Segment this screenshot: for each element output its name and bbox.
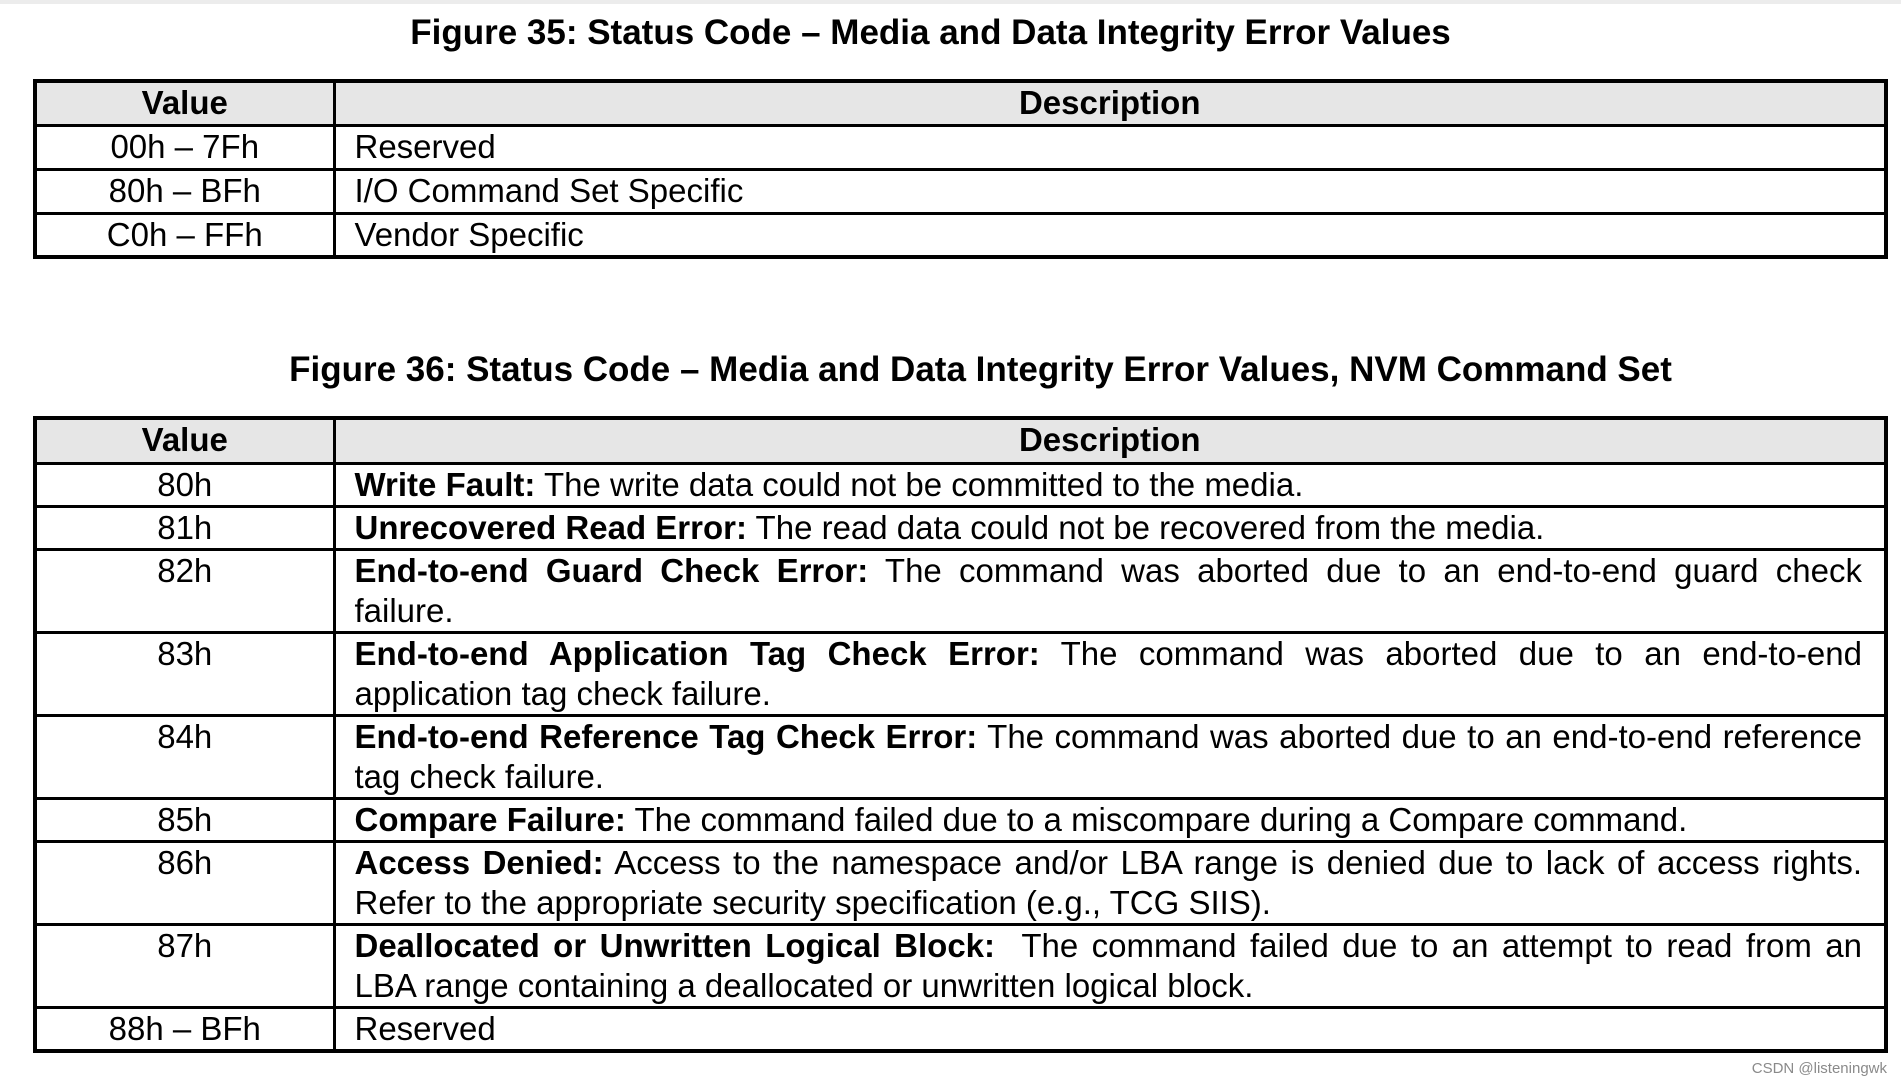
description-cell: End-to-end Guard Check Error: The comman… — [332, 547, 1888, 634]
status-name: End-to-end Application Tag Check Error: — [354, 634, 1040, 672]
description-cell: End-to-end Application Tag Check Error: … — [332, 630, 1888, 717]
description-cell: Unrecovered Read Error: The read data co… — [332, 504, 1888, 551]
description-cell: Reserved — [332, 123, 1888, 171]
header-value: Value — [33, 416, 336, 465]
status-name: Compare Failure: — [354, 800, 626, 838]
table-row: 86h Access Denied: Access to the namespac… — [33, 839, 1888, 926]
description-text: The read data could not be recovered fro… — [746, 508, 1545, 546]
table-row: 81h Unrecovered Read Error: The read data… — [33, 504, 1888, 551]
description-text: Access to the namespace and/or LBA range… — [354, 843, 1872, 921]
table-row: 80h – BFh I/O Command Set Specific — [33, 167, 1888, 215]
status-name: End-to-end Reference Tag Check Error: — [354, 717, 978, 755]
description-text: The write data could not be committed to… — [535, 465, 1304, 503]
table-row: 87h Deallocated or Unwritten Logical Bloc… — [33, 922, 1888, 1009]
description-cell: Compare Failure: The command failed due … — [332, 796, 1888, 843]
table-row: 82h End-to-end Guard Check Error: The com… — [33, 547, 1888, 634]
table-row: 80h Write Fault: The write data could not… — [33, 461, 1888, 508]
description-text: The command was aborted due to an end-to… — [354, 717, 1872, 795]
description-text: Vendor Specific — [354, 215, 584, 253]
figure-36-table: Value Description 80h Write Fault: The wr… — [33, 416, 1888, 1053]
description-cell: I/O Command Set Specific — [332, 167, 1888, 215]
description-cell: Reserved — [332, 1005, 1888, 1052]
description-cell: Deallocated or Unwritten Logical Block: … — [332, 922, 1888, 1009]
status-name: Access Denied: — [354, 843, 604, 881]
value-cell: 80h — [33, 461, 336, 508]
description-text: Reserved — [354, 1009, 496, 1047]
header-description: Description — [332, 79, 1888, 127]
value-cell: 84h — [33, 713, 336, 800]
top-edge — [0, 0, 1901, 4]
description-cell: End-to-end Reference Tag Check Error: Th… — [332, 713, 1888, 800]
value-cell: 86h — [33, 839, 336, 926]
description-text: I/O Command Set Specific — [354, 171, 744, 209]
value-cell: 85h — [33, 796, 336, 843]
table-header-row: Value Description — [33, 79, 1888, 127]
watermark: CSDN @listeningwk — [1751, 1060, 1887, 1077]
description-text: The command failed due to a miscompare d… — [625, 800, 1688, 838]
description-text: The command failed due to an attempt to … — [354, 926, 1872, 1004]
description-text: Reserved — [354, 127, 496, 165]
value-cell: 80h – BFh — [33, 167, 336, 215]
value-cell: C0h – FFh — [33, 211, 336, 259]
description-cell: Vendor Specific — [332, 211, 1888, 259]
description-text: The command was aborted due to an end-to… — [354, 551, 1872, 629]
value-cell: 88h – BFh — [33, 1005, 336, 1052]
value-cell: 82h — [33, 547, 336, 634]
table-row: 88h – BFh Reserved — [33, 1005, 1888, 1052]
status-name: End-to-end Guard Check Error: — [354, 551, 869, 589]
description-text: The command was aborted due to an end-to… — [354, 634, 1872, 712]
table-row: 83h End-to-end Application Tag Check Erro… — [33, 630, 1888, 717]
status-name: Unrecovered Read Error: — [354, 508, 747, 546]
status-name: Deallocated or Unwritten Logical Block: — [354, 926, 996, 964]
status-name: Write Fault: — [354, 465, 536, 503]
description-cell: Access Denied: Access to the namespace a… — [332, 839, 1888, 926]
table-row: 85h Compare Failure: The command failed d… — [33, 796, 1888, 843]
value-cell: 81h — [33, 504, 336, 551]
table-row: C0h – FFh Vendor Specific — [33, 211, 1888, 259]
table-header-row: Value Description — [33, 416, 1888, 465]
figure-35-table: Value Description 00h – 7Fh Reserved 80h –… — [33, 79, 1888, 259]
description-cell: Write Fault: The write data could not be… — [332, 461, 1888, 508]
figure-36-title: Figure 36: Status Code – Media and Data … — [289, 350, 1672, 389]
value-cell: 87h — [33, 922, 336, 1009]
header-value: Value — [33, 79, 336, 127]
header-description: Description — [332, 416, 1888, 465]
value-cell: 00h – 7Fh — [33, 123, 336, 171]
value-cell: 83h — [33, 630, 336, 717]
figure-35-title: Figure 35: Status Code – Media and Data … — [410, 13, 1451, 52]
table-row: 84h End-to-end Reference Tag Check Error:… — [33, 713, 1888, 800]
table-row: 00h – 7Fh Reserved — [33, 123, 1888, 171]
